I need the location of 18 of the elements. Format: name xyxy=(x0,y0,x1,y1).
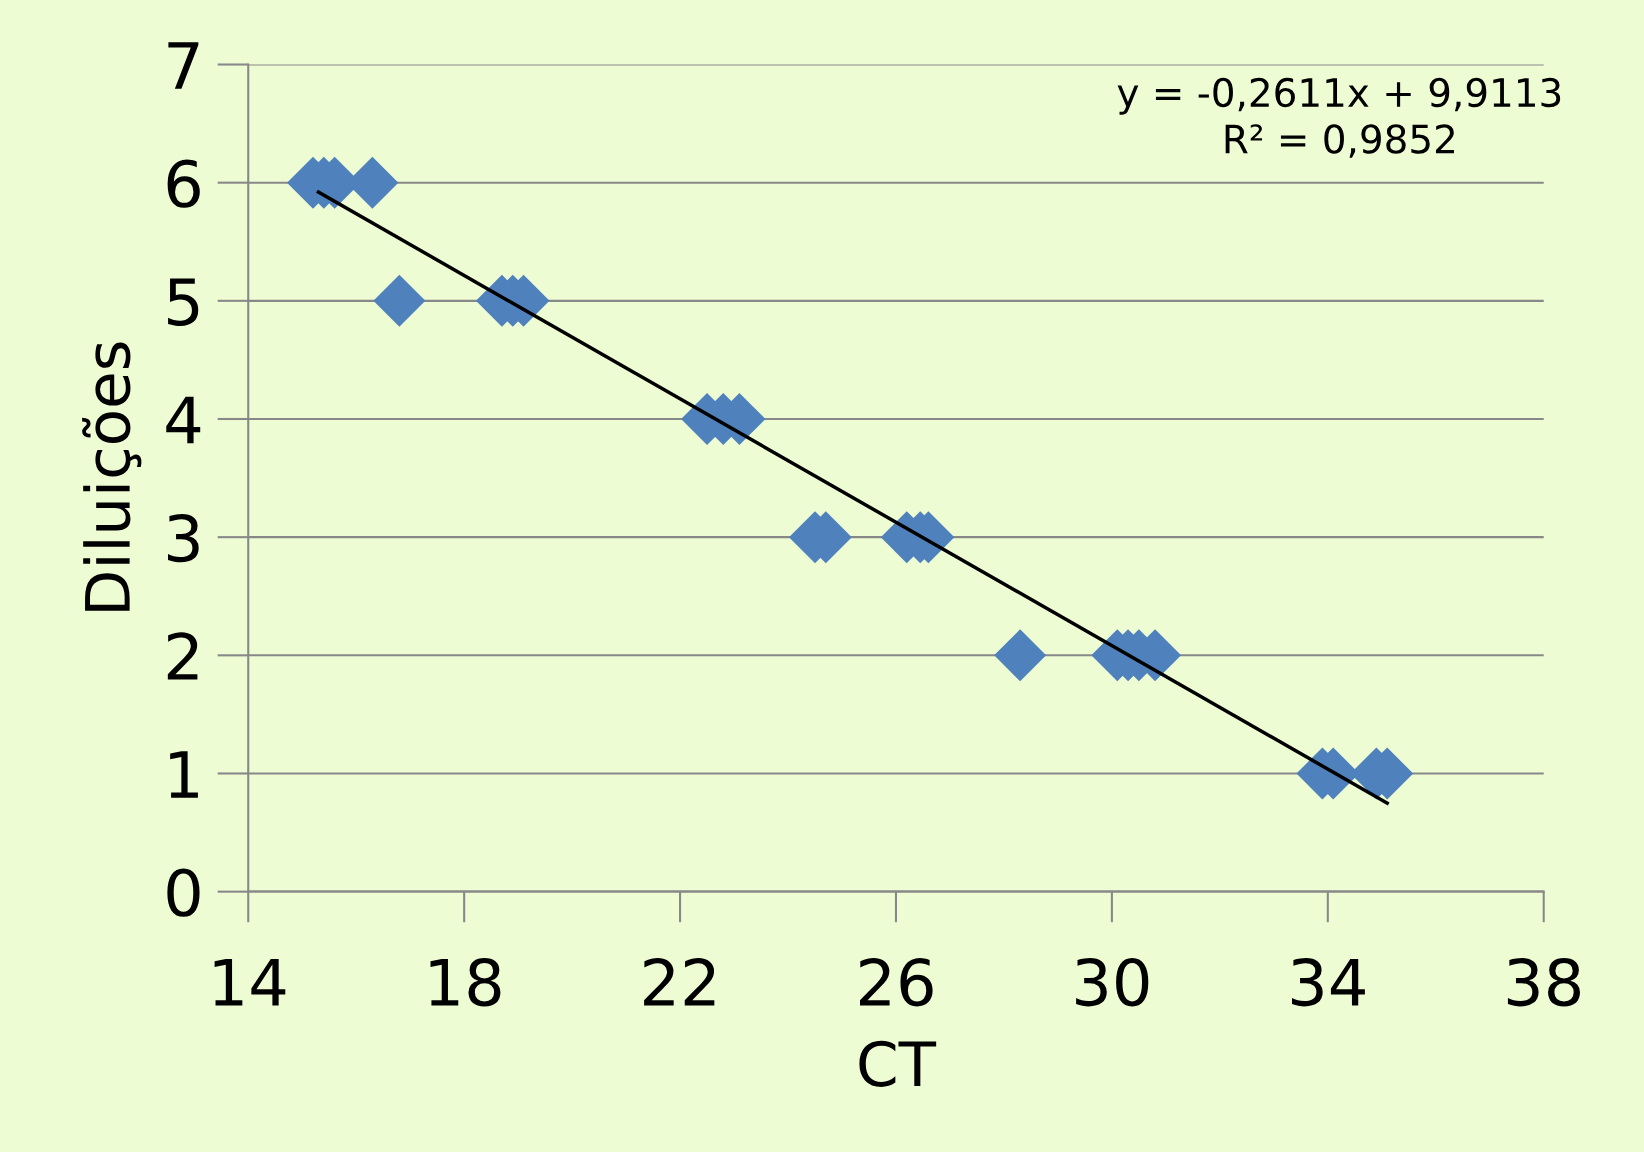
y-tick-label: 0 xyxy=(167,868,200,917)
y-tick-label: 1 xyxy=(170,751,198,798)
x-tick-label: 14 xyxy=(214,958,286,1006)
annotation: y = -0,2611x + 9,9113 R² = 0,9852 xyxy=(1117,77,1561,158)
x-tick-label: 30 xyxy=(1076,958,1149,1007)
y-tick-label: 6 xyxy=(167,159,200,208)
y-tick-label: 2 xyxy=(167,632,198,680)
x-axis-title: CT xyxy=(859,1040,937,1087)
x-tick-label: 18 xyxy=(430,958,501,1007)
y-tick-label: 4 xyxy=(166,396,201,444)
y-axis-title: Diluições xyxy=(82,342,142,611)
y-tick-label: 7 xyxy=(168,42,199,89)
x-tick-label: 26 xyxy=(860,958,933,1007)
y-tick-label: 5 xyxy=(168,278,199,327)
y-tick-label: 3 xyxy=(168,514,199,563)
x-tick-label: 38 xyxy=(1507,958,1580,1007)
x-tick-label: 22 xyxy=(644,958,715,1006)
x-tick-label: 34 xyxy=(1292,958,1365,1007)
